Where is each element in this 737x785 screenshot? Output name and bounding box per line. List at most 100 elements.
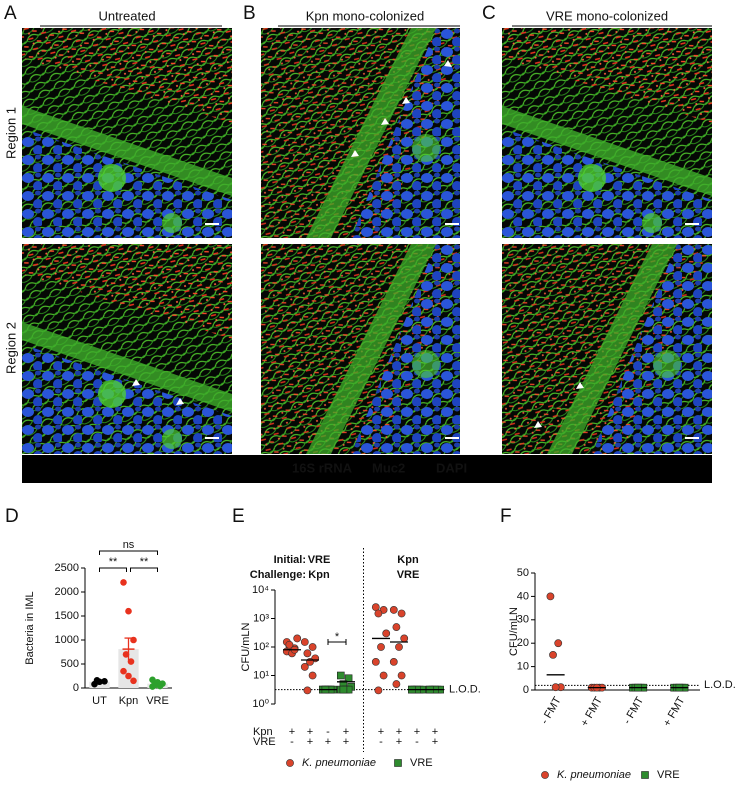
data-point xyxy=(392,623,401,631)
y-axis-label: CFU/mLN xyxy=(508,607,520,656)
panel-letter: F xyxy=(500,506,512,527)
y-tick-label: 20 xyxy=(517,637,529,649)
legend-marker xyxy=(394,759,402,767)
data-point xyxy=(377,643,385,651)
condition-sign: + xyxy=(414,726,420,738)
image-title: VRE mono-colonized xyxy=(546,8,668,23)
x-tick-label: VRE xyxy=(146,695,169,707)
data-point xyxy=(120,667,127,675)
x-tick-label: - FMT xyxy=(539,695,564,727)
data-point xyxy=(93,677,101,684)
significance-label: ** xyxy=(109,556,118,568)
y-axis-label: CFU/mLN xyxy=(240,623,252,672)
group-label: VRE xyxy=(397,569,420,581)
data-point xyxy=(339,685,348,694)
row-label: Region 2 xyxy=(3,322,18,374)
y-tick-label: 10⁴ xyxy=(252,584,269,596)
data-point xyxy=(122,651,130,658)
group-label: Kpn xyxy=(308,569,330,581)
data-point xyxy=(156,682,164,690)
significance-bracket xyxy=(99,550,158,555)
data-point xyxy=(130,677,137,685)
condition-sign: + xyxy=(432,736,438,748)
legend-marker xyxy=(286,759,294,767)
condition-label: Kpn xyxy=(253,726,273,738)
panel-letter: E xyxy=(232,506,245,527)
x-tick-label: + FMT xyxy=(661,695,688,729)
condition-sign: + xyxy=(325,736,331,748)
group-label: Kpn xyxy=(397,554,419,566)
condition-sign: - xyxy=(326,726,330,738)
y-tick-label: 0 xyxy=(523,684,529,696)
header-label: Challenge: xyxy=(250,569,306,581)
y-tick-label: 500 xyxy=(61,658,79,670)
data-point xyxy=(303,686,312,695)
condition-sign: + xyxy=(307,736,313,748)
data-point xyxy=(308,643,317,651)
data-point xyxy=(149,683,156,690)
condition-sign: + xyxy=(343,736,349,748)
legend-label: VRE xyxy=(657,769,680,781)
lod-label: L.O.D. xyxy=(449,684,481,696)
data-point xyxy=(300,663,309,671)
condition-sign: - xyxy=(415,736,419,748)
data-point xyxy=(125,607,132,615)
row-label: Region 1 xyxy=(3,107,18,159)
y-tick-label: 50 xyxy=(517,567,529,579)
condition-sign: + xyxy=(396,726,402,738)
data-point xyxy=(379,671,388,680)
data-point xyxy=(130,636,137,644)
stain-label: 16S rRNA xyxy=(292,460,353,475)
y-tick-label: 10 xyxy=(517,661,529,673)
lod-label: L.O.D. xyxy=(704,679,736,691)
condition-sign: - xyxy=(379,736,383,748)
panel-letter: C xyxy=(482,3,496,24)
image-headers: A B C Untreated Kpn mono-colonized VRE m… xyxy=(3,3,712,483)
data-point xyxy=(554,639,563,648)
y-tick-label: 10³ xyxy=(253,612,269,624)
y-axis-label: Bacteria in IML xyxy=(24,591,36,664)
y-tick-label: 0 xyxy=(73,682,79,694)
significance-label: ns xyxy=(123,539,135,551)
data-point xyxy=(546,592,555,601)
y-tick-label: 1500 xyxy=(55,610,79,622)
image-title: Untreated xyxy=(98,8,155,23)
y-tick-label: 10⁰ xyxy=(252,698,269,710)
significance-label: ** xyxy=(140,556,149,568)
y-tick-label: 10¹ xyxy=(253,669,269,681)
data-point xyxy=(389,606,398,614)
panel-letter: D xyxy=(5,506,19,527)
header-label: Initial: xyxy=(274,554,306,566)
micrographs xyxy=(22,28,737,458)
data-point xyxy=(551,683,560,692)
condition-sign: + xyxy=(289,726,295,738)
legend-marker xyxy=(541,771,549,779)
data-point xyxy=(397,609,406,618)
condition-label: VRE xyxy=(253,736,276,748)
y-tick-label: 1000 xyxy=(55,634,79,646)
image-title: Kpn mono-colonized xyxy=(306,8,425,23)
condition-sign: + xyxy=(396,736,402,748)
panel-letter: A xyxy=(4,3,17,24)
data-point xyxy=(285,640,294,649)
stain-label: Muc2 xyxy=(372,460,405,475)
x-tick-label: + FMT xyxy=(579,695,606,729)
panel-letter: B xyxy=(243,3,256,24)
data-point xyxy=(371,658,380,666)
data-point xyxy=(400,634,409,643)
data-point xyxy=(303,649,312,658)
condition-sign: + xyxy=(432,726,438,738)
data-point xyxy=(300,638,309,646)
data-point xyxy=(382,629,391,638)
y-tick-label: 40 xyxy=(517,590,529,602)
legend-label: VRE xyxy=(410,757,433,769)
legend-marker xyxy=(641,771,649,779)
data-point xyxy=(125,672,132,680)
y-tick-label: 30 xyxy=(517,614,529,626)
stain-label: DAPI xyxy=(436,460,467,475)
data-point xyxy=(336,671,345,680)
condition-sign: + xyxy=(307,726,313,738)
x-tick-label: - FMT xyxy=(621,695,646,727)
x-tick-label: Kpn xyxy=(119,695,139,707)
